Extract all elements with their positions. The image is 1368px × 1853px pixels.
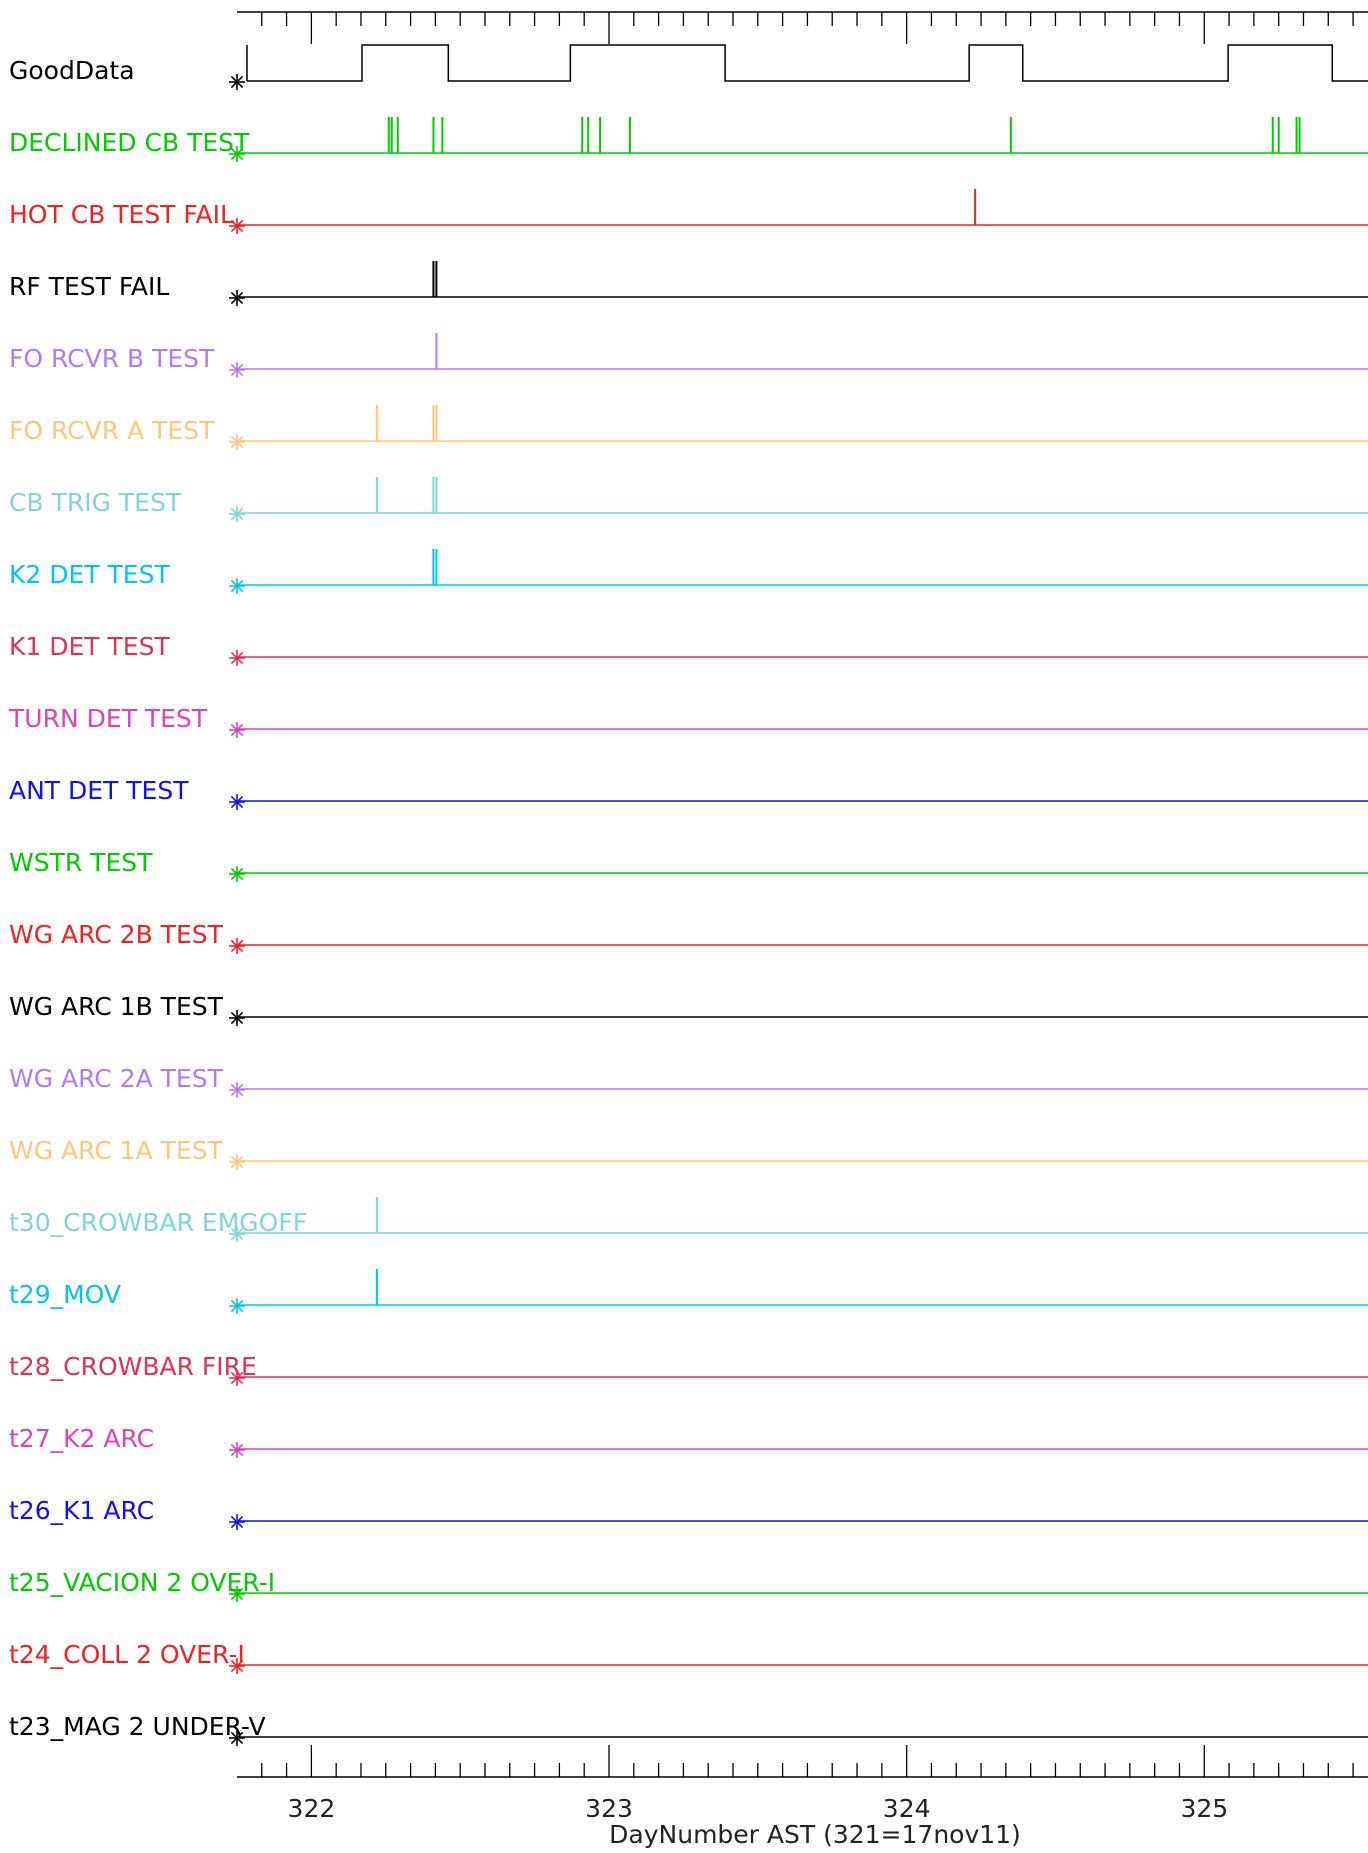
- row-fo-rcvr-a-test: FO RCVR A TEST: [9, 405, 1368, 450]
- row-t23-mag-2-under-v: t23_MAG 2 UNDER-V: [9, 1712, 1368, 1746]
- asterisk-marker: [229, 1370, 245, 1386]
- row-rf-test-fail: RF TEST FAIL: [9, 261, 1368, 306]
- x-tick-label: 324: [883, 1794, 931, 1823]
- row-t29-mov: t29_MOV: [9, 1269, 1368, 1314]
- row-label: CB TRIG TEST: [9, 488, 182, 517]
- row-t24-coll-2-over-i: t24_COLL 2 OVER-I: [9, 1640, 1368, 1674]
- row-t30-crowbar-emgoff: t30_CROWBAR EMGOFF: [9, 1197, 1368, 1242]
- row-wstr-test: WSTR TEST: [9, 848, 1368, 882]
- row-t26-k1-arc: t26_K1 ARC: [9, 1496, 1368, 1530]
- row-hot-cb-test-fail: HOT CB TEST FAIL: [9, 189, 1368, 234]
- row-t25-vacion-2-over-i: t25_VACION 2 OVER-I: [9, 1568, 1368, 1602]
- row-label: WSTR TEST: [9, 848, 153, 877]
- asterisk-marker: [229, 578, 245, 594]
- row-label: t30_CROWBAR EMGOFF: [9, 1208, 307, 1237]
- row-label: DECLINED CB TEST: [9, 128, 250, 157]
- row-wg-arc-2b-test: WG ARC 2B TEST: [9, 920, 1368, 954]
- asterisk-marker: [229, 218, 245, 234]
- asterisk-marker: [229, 722, 245, 738]
- row-label: GoodData: [9, 56, 135, 85]
- row-wg-arc-1a-test: WG ARC 1A TEST: [9, 1136, 1368, 1170]
- asterisk-marker: [229, 1010, 245, 1026]
- row-label: WG ARC 1A TEST: [9, 1136, 224, 1165]
- asterisk-marker: [229, 1658, 245, 1674]
- row-wg-arc-2a-test: WG ARC 2A TEST: [9, 1064, 1368, 1098]
- row-k1-det-test: K1 DET TEST: [9, 632, 1368, 666]
- x-tick-label: 325: [1180, 1794, 1228, 1823]
- asterisk-marker: [229, 1154, 245, 1170]
- asterisk-marker: [229, 74, 245, 90]
- x-tick-label: 322: [288, 1794, 336, 1823]
- asterisk-marker: [229, 146, 245, 162]
- asterisk-marker: [229, 938, 245, 954]
- row-gooddata: GoodData: [9, 44, 1368, 90]
- top-axis: [237, 11, 1368, 44]
- row-label: t25_VACION 2 OVER-I: [9, 1568, 275, 1597]
- asterisk-marker: [229, 1730, 245, 1746]
- state-trace: [247, 44, 1368, 82]
- asterisk-marker: [229, 1298, 245, 1314]
- row-label: t23_MAG 2 UNDER-V: [9, 1712, 266, 1741]
- row-wg-arc-1b-test: WG ARC 1B TEST: [9, 992, 1368, 1026]
- row-label: K1 DET TEST: [9, 632, 170, 661]
- asterisk-marker: [229, 1082, 245, 1098]
- row-label: FO RCVR B TEST: [9, 344, 215, 373]
- row-label: WG ARC 2A TEST: [9, 1064, 224, 1093]
- row-label: WG ARC 1B TEST: [9, 992, 224, 1021]
- row-ant-det-test: ANT DET TEST: [9, 776, 1368, 810]
- row-label: K2 DET TEST: [9, 560, 170, 589]
- row-label: t24_COLL 2 OVER-I: [9, 1640, 245, 1669]
- asterisk-marker: [229, 866, 245, 882]
- row-fo-rcvr-b-test: FO RCVR B TEST: [9, 333, 1368, 378]
- asterisk-marker: [229, 290, 245, 306]
- x-tick-label: 323: [585, 1794, 633, 1823]
- asterisk-marker: [229, 794, 245, 810]
- row-cb-trig-test: CB TRIG TEST: [9, 477, 1368, 522]
- row-label: FO RCVR A TEST: [9, 416, 215, 445]
- row-label: t26_K1 ARC: [9, 1496, 154, 1525]
- row-turn-det-test: TURN DET TEST: [8, 704, 1368, 738]
- row-t27-k2-arc: t27_K2 ARC: [9, 1424, 1368, 1458]
- asterisk-marker: [229, 1514, 245, 1530]
- row-declined-cb-test: DECLINED CB TEST: [9, 117, 1368, 162]
- row-label: t29_MOV: [9, 1280, 121, 1309]
- row-label: ANT DET TEST: [9, 776, 189, 805]
- row-label: RF TEST FAIL: [9, 272, 169, 301]
- asterisk-marker: [229, 1586, 245, 1602]
- bottom-axis: 322 323 324 325: [237, 1745, 1368, 1823]
- asterisk-marker: [229, 434, 245, 450]
- asterisk-marker: [229, 650, 245, 666]
- row-t28-crowbar-fire: t28_CROWBAR FIRE: [9, 1352, 1368, 1386]
- chart-rows: GoodData DECLINED CB TEST HOT CB TEST FAIL…: [8, 44, 1368, 1746]
- row-label: t27_K2 ARC: [9, 1424, 154, 1453]
- row-label: TURN DET TEST: [8, 704, 208, 733]
- x-axis-label: DayNumber AST (321=17nov11): [609, 1820, 1021, 1849]
- asterisk-marker: [229, 1442, 245, 1458]
- asterisk-marker: [229, 362, 245, 378]
- asterisk-marker: [229, 506, 245, 522]
- row-label: HOT CB TEST FAIL: [9, 200, 234, 229]
- asterisk-marker: [229, 1226, 245, 1242]
- row-label: t28_CROWBAR FIRE: [9, 1352, 257, 1381]
- row-label: WG ARC 2B TEST: [9, 920, 224, 949]
- row-k2-det-test: K2 DET TEST: [9, 549, 1368, 594]
